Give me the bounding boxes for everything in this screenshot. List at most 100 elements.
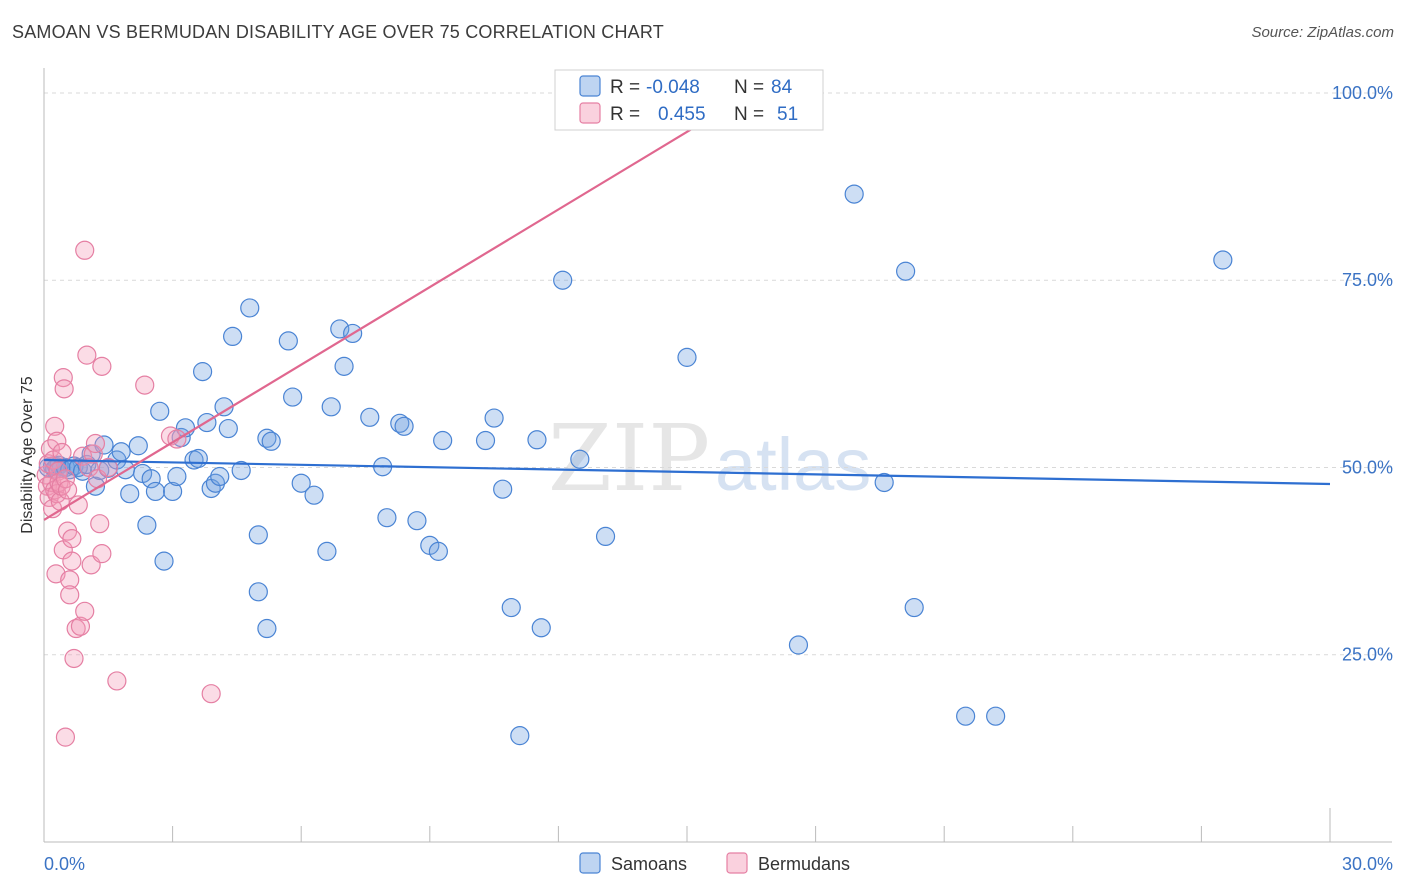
samoans-point [377, 508, 397, 528]
bermudans-point [57, 480, 78, 500]
samoans-point [475, 430, 496, 451]
bermudans-point [40, 439, 61, 459]
samoans-point [167, 466, 187, 487]
samoans-point [874, 472, 894, 493]
bermudans-point [47, 431, 67, 451]
samoans-point [218, 418, 238, 439]
bermudans-point [77, 345, 97, 365]
samoans-point [330, 319, 350, 339]
bermudans-point [55, 727, 76, 747]
bermudans-point [60, 585, 80, 605]
bermudans-point [52, 442, 72, 463]
samoans-point [141, 469, 161, 489]
samoans-point [677, 347, 697, 367]
samoans-point [407, 511, 427, 531]
samoans-point [360, 407, 380, 427]
bermudans-point [70, 616, 91, 636]
samoans-point [334, 356, 354, 376]
legend-n-value-bermudans: 51 [777, 104, 798, 125]
samoans-point [210, 466, 230, 487]
y-tick-label: 100.0% [1332, 83, 1393, 103]
samoans-point [527, 430, 547, 450]
bermudans-point [75, 601, 95, 621]
x-tick-label: 30.0% [1342, 854, 1393, 874]
chart-title: SAMOAN VS BERMUDAN DISABILITY AGE OVER 7… [12, 22, 664, 42]
bermudans-point [107, 671, 127, 691]
samoans-point [844, 184, 864, 204]
bermudans-point [98, 457, 118, 478]
bottom-legend-label-bermudans: Bermudans [758, 854, 850, 874]
bermudans-point [62, 529, 82, 549]
bottom-legend-swatch-bermudans [726, 852, 748, 874]
samoans-point [531, 618, 551, 638]
samoans-point [317, 541, 337, 561]
samoans-point [163, 481, 183, 502]
samoans-point [394, 416, 414, 436]
samoans-point [111, 442, 131, 462]
series-legend: Samoans Bermudans [579, 852, 850, 874]
bermudans-point [75, 240, 95, 260]
samoans-point [248, 582, 268, 602]
legend-n-label-samoans: N = [734, 77, 764, 98]
watermark-zip: ZIP [548, 405, 710, 512]
bermudans-point [60, 570, 80, 590]
samoans-point [154, 551, 174, 571]
legend-r-label-bermudans: R = [610, 104, 640, 125]
legend-r-value-bermudans: 0.455 [658, 104, 706, 125]
bottom-legend-swatch-samoans [579, 852, 601, 874]
samoans-point [493, 479, 513, 499]
samoans-point [484, 408, 504, 428]
bermudans-point [64, 648, 84, 669]
legend-n-label-bermudans: N = [734, 104, 764, 125]
samoans-point [150, 401, 170, 421]
bermudans-point [135, 375, 155, 395]
legend-r-label-samoans: R = [610, 77, 640, 98]
bermudans-point [85, 433, 106, 454]
samoans-point [193, 362, 213, 382]
x-tick-labels: 0.0% 30.0% [44, 854, 1393, 874]
y-tick-label: 50.0% [1342, 457, 1393, 477]
bermudans-point [54, 379, 74, 399]
samoans-point [261, 431, 281, 451]
samoans-point [595, 526, 616, 547]
samoans-point [240, 298, 260, 318]
samoans-point [137, 515, 157, 535]
samoans-point [904, 597, 924, 618]
samoans-point [510, 726, 530, 746]
x-tick-label: 0.0% [44, 854, 85, 874]
samoans-point [1213, 250, 1233, 270]
samoans-trend-line [43, 458, 1331, 486]
samoans-point [188, 448, 208, 469]
samoans-point [231, 460, 251, 481]
gridlines [44, 92, 1392, 656]
watermark-atlas: atlas [715, 423, 871, 506]
legend-swatch-bermudans [579, 102, 601, 124]
samoans-point [553, 270, 573, 290]
bermudans-point [201, 684, 221, 704]
samoans-point [291, 473, 311, 493]
bermudans-point [45, 416, 65, 436]
samoans-point [120, 484, 140, 504]
samoans-point [304, 485, 324, 505]
samoans-point [257, 618, 277, 639]
samoans-point [283, 387, 303, 407]
bottom-legend-label-samoans: Samoans [611, 854, 687, 874]
samoans-point [570, 449, 590, 469]
correlation-legend: R = -0.048 N = 84 R = 0.455 N = 51 [554, 69, 824, 131]
samoans-point [248, 525, 268, 545]
bermudans-trend-line [43, 125, 697, 521]
samoans-points [38, 184, 1233, 746]
samoans-point [896, 261, 916, 281]
bermudans-points [36, 240, 221, 747]
legend-swatch-samoans [579, 75, 601, 97]
samoans-point [223, 326, 243, 347]
samoans-point [788, 635, 809, 655]
samoans-point [433, 430, 453, 451]
y-tick-label: 75.0% [1342, 270, 1393, 290]
samoans-point [501, 597, 521, 618]
samoans-point [128, 436, 148, 456]
legend-n-value-samoans: 84 [771, 77, 793, 98]
bermudans-point [62, 551, 82, 571]
y-tick-labels: 100.0% 75.0% 50.0% 25.0% [1332, 83, 1393, 665]
bermudans-point [92, 356, 112, 376]
